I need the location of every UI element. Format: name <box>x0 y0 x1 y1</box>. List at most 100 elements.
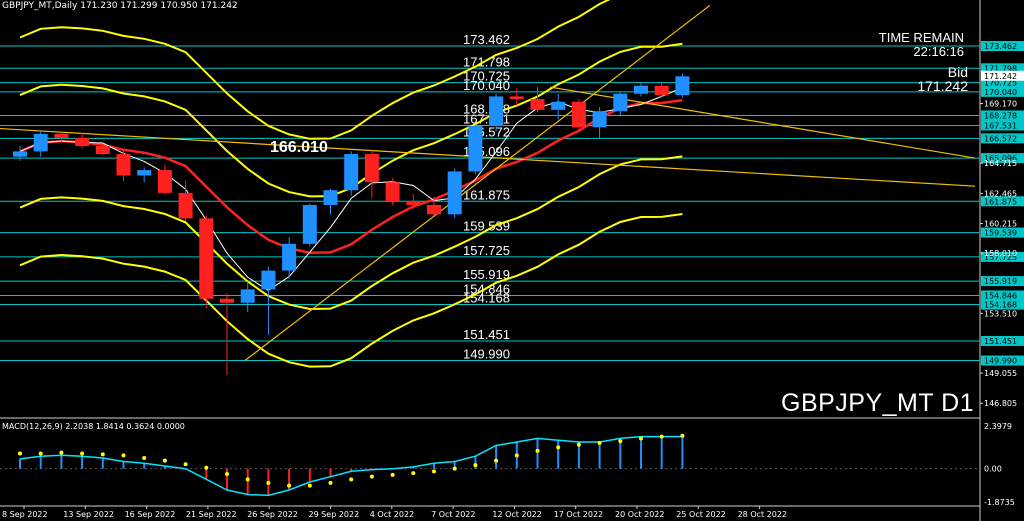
level-tag-label: 155.919 <box>984 277 1017 286</box>
level-tag <box>981 276 1024 287</box>
level-tag-label: 166.572 <box>984 134 1017 143</box>
date-tick-label: 21 Sep 2022 <box>186 510 237 519</box>
candle-body <box>54 133 69 138</box>
date-tick-label: 28 Oct 2022 <box>738 510 787 519</box>
level-tag-label: 159.539 <box>984 229 1017 238</box>
date-tick-label: 16 Sep 2022 <box>125 510 176 519</box>
macd-signal-dot <box>307 483 312 488</box>
level-tag <box>981 120 1024 131</box>
ohlc-header: GBPJPY_MT,Daily 171.230 171.299 170.950 … <box>2 1 238 11</box>
macd-signal-dot <box>535 448 540 453</box>
price-tick-label: 153.510 <box>984 309 1017 318</box>
macd-signal-dot <box>369 474 374 479</box>
date-tick-label: 29 Sep 2022 <box>309 510 360 519</box>
chart-frame <box>0 0 981 521</box>
level-tag-label: 168.278 <box>984 111 1017 120</box>
date-tick-label: 25 Oct 2022 <box>676 510 725 519</box>
candle-body <box>261 270 276 290</box>
date-tick-label: 4 Oct 2022 <box>370 510 414 519</box>
macd-signal-dot <box>266 480 271 485</box>
macd-signal-dot <box>452 466 457 471</box>
level-tag <box>981 63 1024 74</box>
macd-signal-dot <box>349 477 354 482</box>
candle-body <box>33 133 48 152</box>
macd-signal-dot <box>59 450 64 455</box>
level-tag <box>981 41 1024 52</box>
level-tag <box>981 355 1024 366</box>
candle-body <box>344 154 359 191</box>
macd-signal-dot <box>597 440 602 445</box>
level-tag-label: 170.725 <box>984 79 1017 88</box>
falling-trendline <box>0 127 976 187</box>
macd-signal-dot <box>225 472 229 477</box>
candle-body <box>75 137 90 146</box>
candle-body <box>364 154 379 183</box>
candle-body <box>613 93 628 112</box>
bid-value: 171.242 <box>917 78 968 94</box>
level-tag-label: 151.451 <box>984 337 1017 346</box>
macd-signal-dot <box>556 445 561 450</box>
level-label: 170.725 <box>463 69 510 84</box>
level-tag-label: 167.531 <box>984 121 1017 130</box>
level-tag <box>981 196 1024 207</box>
level-tag-label: 157.725 <box>984 253 1017 262</box>
candle-body <box>551 101 566 110</box>
macd-signal-dot <box>659 434 664 439</box>
candle-body <box>282 243 297 271</box>
candle-body <box>157 170 172 193</box>
candlesticks <box>13 73 690 376</box>
highlight-level-label: 166.010 <box>270 139 328 156</box>
candle-body <box>13 151 27 157</box>
lower-envelope <box>19 213 683 368</box>
date-tick-label: 13 Sep 2022 <box>63 510 114 519</box>
date-tick-label: 17 Oct 2022 <box>554 510 603 519</box>
current-price-label: 171.242 <box>984 72 1017 81</box>
level-label: 171.798 <box>463 54 510 69</box>
level-tag <box>981 290 1024 301</box>
macd-signal-dot <box>473 463 478 468</box>
level-tag-label: 170.040 <box>984 88 1017 97</box>
date-tick-label: 26 Sep 2022 <box>247 510 298 519</box>
macd-signal-dot <box>514 453 519 458</box>
level-tag <box>981 133 1024 144</box>
macd-axis-label: -1.8735 <box>984 498 1015 507</box>
candle-body <box>571 101 586 128</box>
level-label: 157.725 <box>463 243 510 258</box>
level-tag-label: 173.462 <box>984 42 1017 51</box>
macd-signal-dot <box>121 453 126 458</box>
price-tick-label: 164.715 <box>984 159 1017 168</box>
level-label: 170.040 <box>463 78 510 93</box>
level-tag-label: 149.990 <box>984 357 1017 366</box>
candle-body <box>427 204 441 215</box>
lower-envelope <box>19 155 683 311</box>
level-tag <box>981 299 1024 310</box>
macd-signal-dot <box>618 439 623 444</box>
date-tick-label: 7 Oct 2022 <box>431 510 475 519</box>
macd-signal-dot <box>328 480 333 485</box>
level-tag <box>981 86 1024 97</box>
macd-signal-dot <box>390 472 395 477</box>
symbol-watermark: GBPJPY_MT D1 <box>781 389 975 417</box>
level-tag-label: 161.875 <box>984 197 1017 206</box>
macd-signal-dot <box>287 483 292 488</box>
candle-body <box>199 218 214 299</box>
indicator-lines <box>0 0 976 368</box>
macd-axis-label: 2.3979 <box>984 422 1012 431</box>
macd-signal-dot <box>576 442 581 447</box>
level-label: 155.919 <box>463 267 510 282</box>
level-label: 173.462 <box>463 32 510 47</box>
candle-body <box>385 182 400 201</box>
macd-title: MACD(12,26,9) 2.2038 1.8414 0.3624 0.000… <box>2 422 185 431</box>
macd-signal-dot <box>18 451 22 456</box>
rising-trendline <box>244 4 711 362</box>
level-tag <box>981 227 1024 238</box>
candle-body <box>178 192 193 219</box>
time-remain-label: TIME REMAIN <box>878 30 964 45</box>
price-tick-label: 162.465 <box>984 189 1017 198</box>
candle-body <box>116 154 131 176</box>
candle-body <box>323 190 338 205</box>
candle-body <box>530 99 545 110</box>
candle-body <box>447 171 462 215</box>
